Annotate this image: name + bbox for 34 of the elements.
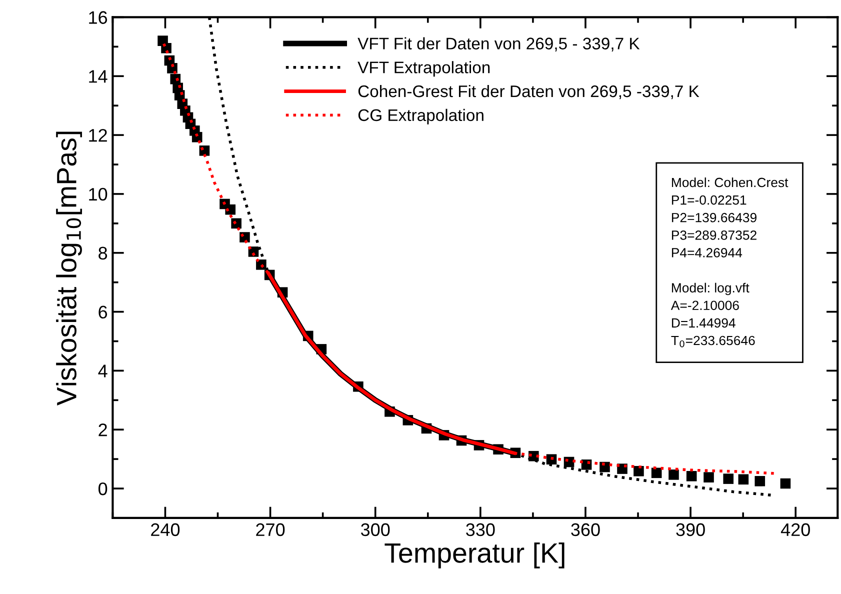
y-axis-title: Viskosität log$_{10}$[mPas] bbox=[56, 132, 82, 406]
legend-label: VFT Fit der Daten von 269,5 - 339,7 K bbox=[358, 37, 640, 52]
x-tick-label: 360 bbox=[571, 523, 600, 536]
legend-label: CG Extrapolation bbox=[358, 108, 484, 124]
x-axis-title: Temperatur [K] bbox=[384, 542, 564, 568]
point bbox=[651, 468, 662, 478]
x-tick-label: 390 bbox=[676, 523, 705, 536]
y-tick-label: 4 bbox=[98, 364, 108, 378]
point bbox=[686, 470, 697, 482]
legend-label: Cohen-Grest Fit der Daten von 269,5 -339,7 K bbox=[358, 84, 700, 100]
point bbox=[738, 474, 749, 485]
x-tick-label: 330 bbox=[466, 523, 495, 536]
x-tick-label: 300 bbox=[360, 523, 390, 536]
point bbox=[704, 472, 714, 482]
y-tick-label: 14 bbox=[89, 70, 108, 83]
y-tick-label: 10 bbox=[89, 188, 108, 201]
point bbox=[225, 204, 236, 215]
text: Model: Cohen.Crest P1=-0.02251 P2=139.66439 P3=289.87352 P4=4.26944 Model: log.vft A=-2.10006 D=1.44994 T$_{0}$=233.65646 bbox=[670, 177, 788, 348]
y-tick-label: 6 bbox=[98, 306, 108, 318]
point bbox=[600, 462, 610, 472]
point bbox=[634, 466, 644, 476]
y-tick-label: 0 bbox=[98, 482, 108, 496]
x-tick-label: 240 bbox=[151, 523, 180, 536]
legend-label: VFT Extrapolation bbox=[358, 61, 490, 77]
point bbox=[754, 476, 766, 486]
y-tick-label: 8 bbox=[98, 246, 108, 260]
point bbox=[780, 478, 791, 489]
point bbox=[723, 474, 734, 484]
point bbox=[668, 470, 679, 480]
y-tick-label: 16 bbox=[89, 11, 108, 24]
x-tick-label: 270 bbox=[256, 523, 285, 536]
y-tick-label: 12 bbox=[89, 128, 107, 142]
y-tick-label: 2 bbox=[98, 424, 107, 436]
x-tick-label: 420 bbox=[780, 523, 810, 536]
